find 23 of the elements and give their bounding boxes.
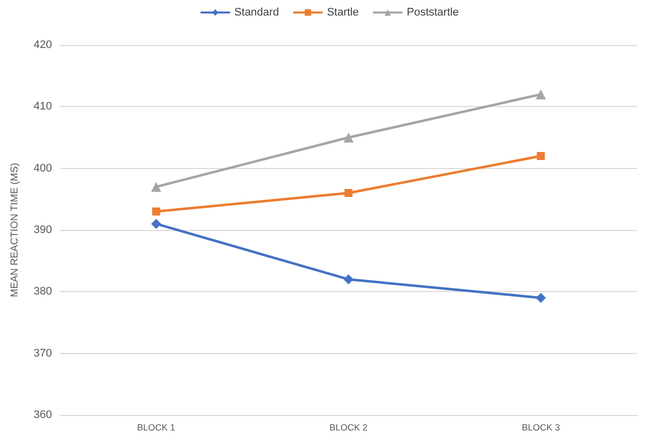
point — [344, 189, 352, 197]
point — [536, 152, 545, 160]
y-tick-label: 370 — [34, 347, 52, 360]
y-axis-title: MEAN REACTION TIME (MS) — [10, 162, 20, 298]
point — [344, 274, 354, 284]
point — [536, 292, 546, 303]
point — [151, 182, 162, 192]
y-tick-label: 420 — [34, 39, 52, 51]
legend-label: Startle — [326, 6, 359, 18]
x-tick-label: BLOCK 2 — [329, 422, 368, 432]
point — [152, 208, 160, 216]
y-tick-label: 400 — [34, 162, 52, 174]
y-tick-label: 380 — [34, 286, 52, 298]
point — [536, 89, 546, 100]
point — [151, 218, 162, 229]
y-tick-label: 360 — [34, 409, 52, 421]
legend-label: Poststartle — [406, 6, 459, 18]
x-tick-label: BLOCK 3 — [522, 422, 560, 432]
y-tick-label: 410 — [34, 100, 52, 113]
y-tick-label: 390 — [34, 224, 52, 236]
point — [344, 132, 354, 142]
x-tick-label: BLOCK 1 — [137, 422, 176, 432]
legend-label: Standard — [234, 6, 279, 18]
